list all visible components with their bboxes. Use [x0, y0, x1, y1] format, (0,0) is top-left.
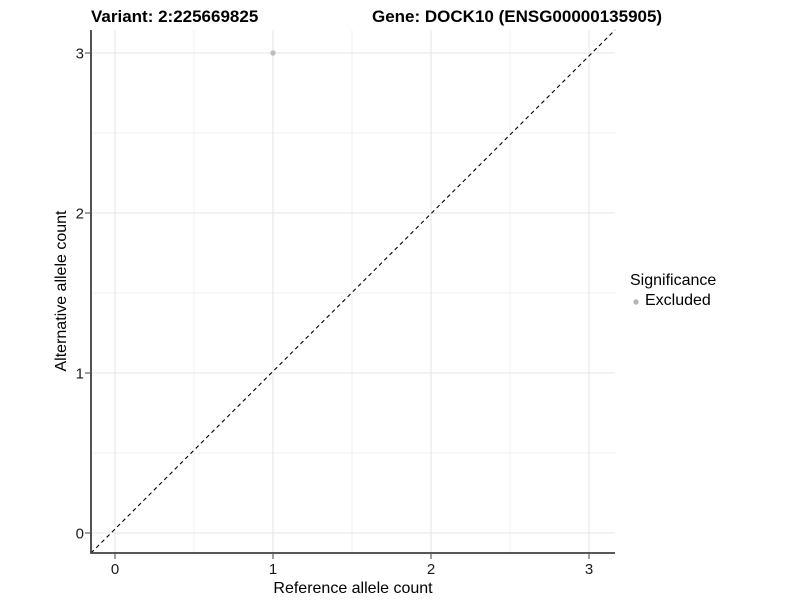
- data-point-excluded: [270, 50, 276, 56]
- x-axis-tick-labels: 0 1 2 3: [111, 561, 593, 578]
- x-tick-label: 3: [585, 561, 593, 578]
- axis-tick-marks: [85, 52, 590, 559]
- plot-title-gene: Gene: DOCK10 (ENSG00000135905): [372, 7, 663, 26]
- major-gridlines: [91, 30, 615, 553]
- x-tick-label: 0: [111, 561, 119, 578]
- y-axis-tick-labels: 0 1 2 3: [76, 46, 84, 543]
- legend-entry-excluded: Excluded: [630, 292, 716, 310]
- legend: Significance Excluded: [630, 272, 716, 310]
- y-tick-label: 1: [76, 366, 84, 383]
- minor-gridlines: [91, 30, 615, 553]
- legend-title: Significance: [630, 272, 717, 289]
- y-tick-label: 0: [76, 526, 84, 543]
- x-tick-label: 2: [427, 561, 435, 578]
- legend-entry-label: Excluded: [645, 292, 711, 309]
- y-axis-title: Alternative allele count: [53, 210, 70, 372]
- legend-point-icon: [633, 299, 639, 305]
- identity-reference-line: [90, 29, 616, 554]
- x-axis-title: Reference allele count: [273, 580, 433, 597]
- y-tick-label: 3: [76, 46, 84, 63]
- x-tick-label: 1: [269, 561, 277, 578]
- axis-lines: [90, 30, 615, 554]
- y-tick-label: 2: [76, 206, 84, 223]
- plot-title-variant: Variant: 2:225669825: [91, 7, 259, 26]
